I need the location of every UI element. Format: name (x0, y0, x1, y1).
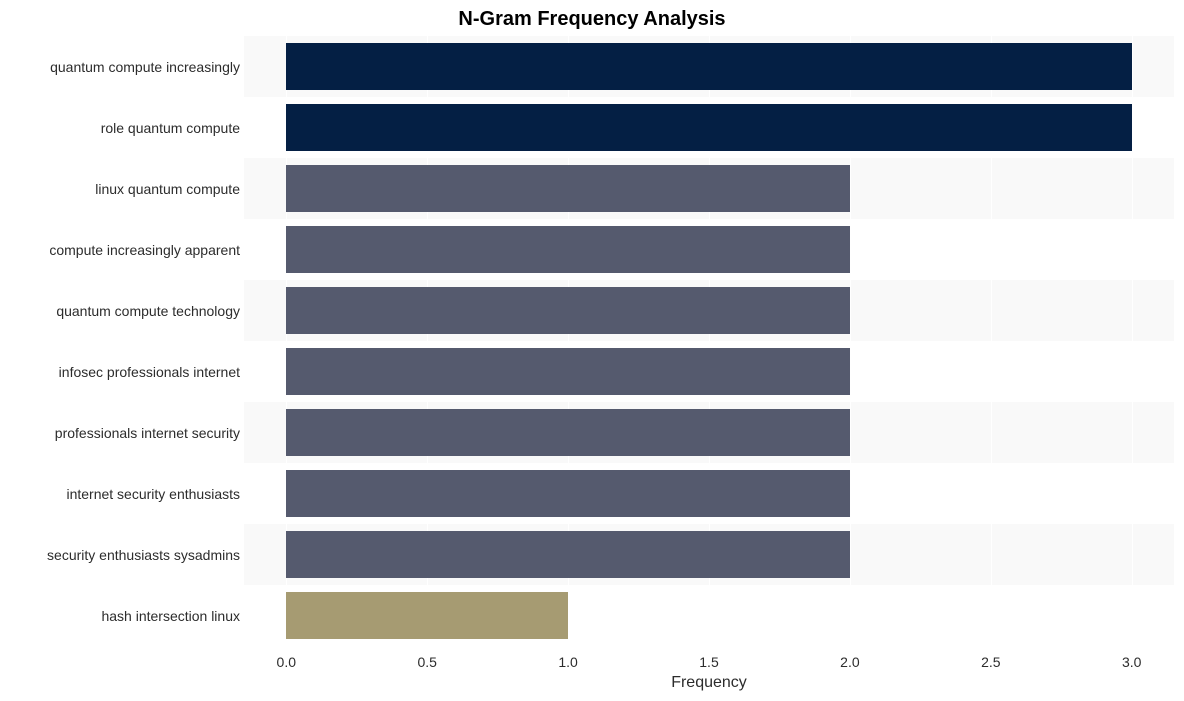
bar (286, 409, 850, 457)
bar (286, 43, 1131, 91)
x-tick-label: 0.0 (277, 654, 296, 670)
bar (286, 226, 850, 274)
x-tick-label: 1.0 (558, 654, 577, 670)
chart-title: N-Gram Frequency Analysis (0, 8, 1184, 31)
bar (286, 592, 568, 640)
x-tick-label: 0.5 (417, 654, 436, 670)
bar (286, 531, 850, 579)
y-tick-label: linux quantum compute (95, 181, 240, 197)
y-tick-label: hash intersection linux (101, 608, 240, 624)
bar (286, 348, 850, 396)
bar (286, 470, 850, 518)
bar (286, 165, 850, 213)
x-tick-label: 2.5 (981, 654, 1000, 670)
x-tick-label: 3.0 (1122, 654, 1141, 670)
y-tick-label: professionals internet security (55, 425, 240, 441)
ngram-chart: N-Gram Frequency Analysis Frequency quan… (0, 0, 1184, 701)
grid-line (1132, 36, 1133, 646)
bar (286, 287, 850, 335)
y-tick-label: security enthusiasts sysadmins (47, 547, 240, 563)
x-tick-label: 2.0 (840, 654, 859, 670)
y-tick-label: compute increasingly apparent (49, 242, 240, 258)
plot-area (244, 36, 1174, 646)
y-tick-label: quantum compute increasingly (50, 59, 240, 75)
y-tick-label: quantum compute technology (56, 303, 240, 319)
y-tick-label: internet security enthusiasts (66, 486, 240, 502)
y-tick-label: infosec professionals internet (59, 364, 240, 380)
bar (286, 104, 1131, 152)
y-tick-label: role quantum compute (101, 120, 240, 136)
x-axis-label: Frequency (244, 674, 1174, 692)
x-tick-label: 1.5 (699, 654, 718, 670)
